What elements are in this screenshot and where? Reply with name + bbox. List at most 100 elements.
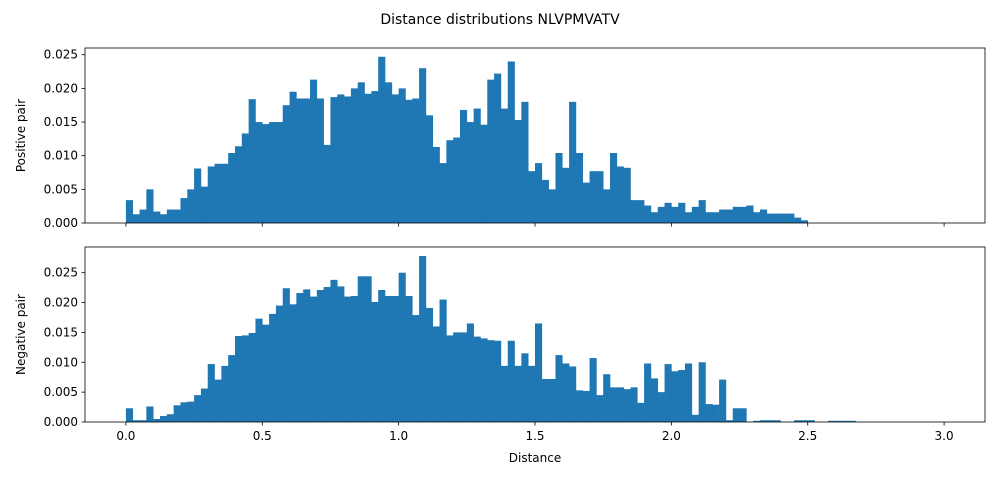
negative-pair-bar — [541, 379, 549, 422]
positive-pair-bar — [555, 153, 563, 223]
positive-pair-bar — [371, 91, 379, 223]
negative-pair-bar — [719, 379, 727, 422]
positive-pair-bar — [125, 200, 134, 223]
negative-pair-bar — [773, 420, 781, 422]
positive-pair-bar — [780, 213, 788, 223]
negative-pair-y-axis-label: Negative pair — [14, 294, 28, 375]
positive-pair-bar — [773, 213, 781, 223]
negative-pair-bar — [439, 299, 447, 422]
positive-pair-bar — [528, 171, 536, 223]
positive-pair-bar — [255, 122, 263, 223]
negative-pair-bar — [548, 379, 556, 422]
positive-pair-bar — [787, 213, 795, 223]
positive-pair-bar — [535, 163, 543, 223]
positive-pair-bar — [432, 146, 440, 223]
positive-pair-y-tick-label: 0.025 — [44, 48, 78, 62]
positive-pair-bar — [664, 202, 672, 223]
positive-pair-y-tick-label: 0.000 — [44, 216, 78, 230]
positive-pair-ticks: 0.000 0.005 0.010 0.015 0.020 0.025 — [44, 48, 945, 230]
negative-pair-bar — [125, 408, 134, 422]
negative-pair-bar — [569, 366, 577, 422]
positive-pair-bar — [221, 163, 229, 223]
negative-pair-y-tick-label: 0.000 — [44, 415, 78, 429]
negative-pair-bar — [282, 288, 290, 422]
negative-pair-bar — [453, 332, 461, 422]
positive-pair-bar — [766, 213, 774, 223]
positive-pair-bar — [269, 122, 277, 223]
negative-pair-bar — [310, 296, 318, 422]
positive-pair-bar — [616, 166, 624, 223]
negative-pair-bar — [330, 279, 338, 422]
negative-pair-y-tick-label: 0.005 — [44, 385, 78, 399]
negative-pair-bar — [596, 395, 604, 422]
negative-pair-bar — [603, 374, 611, 422]
negative-pair-bar — [180, 402, 188, 422]
negative-pair-bar — [269, 313, 277, 422]
negative-pair-bar — [337, 286, 345, 422]
positive-pair-bar — [262, 124, 270, 223]
positive-pair-bar — [146, 189, 154, 223]
positive-pair-bar — [657, 206, 665, 223]
negative-pair-bar — [357, 276, 365, 422]
figure-title: Distance distributions NLVPMVATV — [380, 12, 620, 28]
positive-pair-bar — [691, 206, 699, 223]
negative-pair-bar — [221, 365, 229, 422]
positive-pair-bar — [596, 171, 604, 223]
negative-pair-bar — [289, 304, 297, 422]
positive-pair-bar — [753, 212, 761, 223]
positive-pair-bar — [296, 98, 304, 223]
negative-pair-bar — [425, 307, 434, 422]
positive-pair-y-tick-label: 0.005 — [44, 182, 78, 196]
positive-pair-bar — [385, 82, 393, 223]
negative-pair-bar — [685, 363, 693, 422]
negative-pair-x-tick-label: 2.0 — [662, 429, 681, 443]
negative-pair-bar — [350, 295, 359, 422]
negative-pair-bar — [712, 404, 720, 422]
positive-pair-bar — [712, 212, 720, 223]
negative-pair-bar — [385, 295, 393, 422]
positive-pair-bar — [760, 209, 768, 223]
positive-pair-bar — [323, 144, 331, 223]
positive-pair-bar — [166, 209, 174, 223]
positive-pair-y-tick-label: 0.010 — [44, 149, 78, 163]
positive-pair-bar — [644, 205, 652, 223]
negative-pair-bar — [194, 395, 202, 422]
negative-pair-bar — [412, 315, 420, 422]
negative-pair-bar — [153, 419, 161, 422]
negative-pair-bar — [739, 408, 747, 422]
negative-pair-bar — [575, 390, 584, 422]
negative-pair-bar — [835, 420, 843, 422]
positive-pair-bar — [412, 98, 420, 223]
positive-pair-bar — [344, 96, 352, 223]
x-axis-label: Distance — [509, 451, 561, 465]
negative-pair-bars — [125, 255, 856, 422]
negative-pair-bar — [132, 420, 140, 422]
positive-pair-bar — [398, 88, 406, 223]
positive-pair-bar — [719, 209, 727, 223]
positive-pair-bar — [562, 167, 570, 223]
positive-pair-bar — [705, 212, 713, 223]
positive-pair-bar — [289, 91, 297, 223]
negative-pair-bar — [255, 318, 263, 422]
negative-pair-bar — [766, 420, 774, 422]
negative-pair-bar — [800, 420, 809, 422]
negative-pair-bar — [650, 378, 659, 422]
positive-pair-bar — [446, 140, 454, 223]
positive-pair-bar — [541, 179, 549, 223]
negative-pair-y-tick-label: 0.010 — [44, 355, 78, 369]
negative-pair-bar — [398, 272, 406, 422]
positive-pair-bar — [153, 211, 161, 223]
positive-pair-bar — [357, 82, 365, 223]
positive-pair-bar — [500, 108, 509, 223]
negative-pair-x-tick-label: 3.0 — [935, 429, 954, 443]
positive-pair-bar — [405, 99, 413, 223]
negative-pair-bar — [391, 295, 399, 422]
negative-pair-bar — [235, 335, 243, 422]
negative-pair-bar — [166, 414, 174, 422]
negative-pair-bar — [678, 370, 686, 422]
negative-pair-bar — [487, 340, 495, 422]
negative-pair-bar — [405, 295, 413, 422]
positive-pair-y-axis-label: Positive pair — [14, 99, 28, 172]
positive-pair-bar — [241, 133, 249, 223]
positive-pair-bar — [698, 200, 706, 223]
